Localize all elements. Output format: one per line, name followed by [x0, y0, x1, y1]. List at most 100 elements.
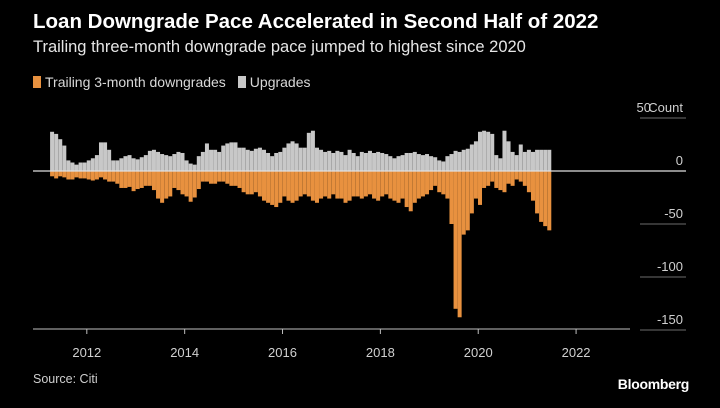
upgrade-bar — [453, 150, 458, 171]
upgrade-bar — [127, 155, 132, 171]
upgrade-bar — [111, 160, 116, 171]
downgrade-bar — [502, 171, 507, 193]
downgrade-bar — [237, 171, 242, 188]
upgrade-bar — [196, 156, 201, 171]
x-tick-label: 2014 — [170, 345, 199, 360]
downgrade-bar — [294, 171, 299, 201]
downgrade-bar — [372, 171, 377, 199]
upgrade-bar — [530, 151, 535, 171]
upgrade-bar — [396, 156, 401, 171]
downgrade-bar — [156, 171, 161, 199]
upgrade-bar — [213, 149, 218, 171]
downgrade-bar — [314, 171, 319, 203]
downgrade-bar — [262, 171, 267, 201]
upgrade-bar — [90, 158, 95, 171]
downgrade-bar — [543, 171, 548, 227]
downgrade-bar — [123, 171, 128, 188]
upgrade-bar — [225, 143, 230, 171]
downgrade-bar — [473, 171, 478, 199]
downgrade-bar — [151, 171, 156, 191]
upgrade-bar — [123, 156, 128, 171]
downgrade-bar — [367, 171, 372, 195]
downgrade-bar — [229, 171, 234, 186]
downgrade-bar — [335, 171, 340, 199]
upgrade-bar — [274, 152, 279, 171]
downgrade-bar — [535, 171, 540, 214]
upgrade-bar — [535, 149, 540, 171]
downgrade-bar — [494, 171, 499, 188]
upgrade-bar — [514, 155, 519, 171]
downgrade-bar — [400, 171, 405, 199]
downgrade-bar — [119, 171, 124, 188]
downgrade-bar — [392, 171, 397, 201]
x-tick-label: 2022 — [562, 345, 591, 360]
upgrade-bar — [245, 149, 250, 171]
downgrade-bar — [172, 171, 177, 188]
y-tick-label: -100 — [657, 259, 683, 274]
upgrade-bar — [103, 142, 108, 171]
downgrade-bar — [160, 171, 165, 203]
downgrade-bar — [343, 171, 348, 203]
upgrade-bar — [74, 164, 79, 171]
x-tick-label: 2018 — [366, 345, 395, 360]
downgrade-bar — [221, 171, 226, 182]
upgrade-bar — [314, 147, 319, 171]
downgrade-bar — [98, 171, 103, 178]
downgrade-bar — [58, 171, 63, 177]
upgrade-bar — [331, 152, 336, 171]
bloomberg-logo: Bloomberg — [617, 376, 690, 392]
legend-item-downgrades: Trailing 3-month downgrades — [33, 74, 226, 90]
legend-label-downgrades: Trailing 3-month downgrades — [45, 74, 226, 90]
upgrade-bar — [192, 164, 197, 171]
upgrade-bar — [204, 143, 209, 171]
downgrade-bar — [245, 171, 250, 195]
upgrade-bar — [147, 150, 152, 171]
downgrade-bar — [482, 171, 487, 188]
upgrade-bar — [486, 131, 491, 171]
downgrade-bar — [359, 171, 364, 199]
downgrade-bar — [90, 171, 95, 181]
downgrade-bar — [135, 171, 140, 190]
downgrade-bar — [522, 171, 527, 186]
downgrade-bar — [384, 171, 389, 195]
upgrade-bar — [351, 152, 356, 171]
downgrade-bar — [437, 171, 442, 193]
upgrade-bar — [547, 149, 552, 171]
downgrade-bar — [327, 171, 332, 199]
upgrade-bar — [139, 157, 144, 171]
upgrade-bar — [478, 131, 483, 171]
upgrade-bar — [115, 160, 120, 171]
downgrade-bar — [453, 171, 458, 309]
downgrade-bar — [408, 171, 413, 212]
downgrade-bar — [115, 171, 120, 184]
upgrade-bar — [327, 150, 332, 171]
upgrade-bar — [335, 150, 340, 171]
downgrade-bar — [249, 171, 254, 195]
downgrade-bar — [306, 171, 311, 197]
upgrade-bar — [94, 155, 99, 171]
downgrade-bar — [412, 171, 417, 203]
downgrade-bar — [54, 171, 59, 179]
downgrade-bar — [196, 171, 201, 190]
downgrade-bar — [547, 171, 552, 231]
downgrade-bar — [270, 171, 275, 205]
upgrade-bar — [359, 151, 364, 171]
upgrade-bar — [266, 152, 271, 171]
upgrade-bar — [286, 143, 291, 171]
upgrade-bar — [54, 133, 59, 171]
downgrade-bar — [50, 171, 55, 177]
downgrade-bar — [355, 171, 360, 197]
upgrade-bar — [302, 147, 307, 171]
downgrade-bar — [339, 171, 344, 199]
x-tick-label: 2016 — [268, 345, 297, 360]
upgrade-bar — [372, 152, 377, 171]
downgrade-bar — [253, 171, 258, 193]
downgrade-bar — [323, 171, 328, 197]
upgrade-bar — [143, 155, 148, 171]
upgrade-bar — [180, 152, 185, 171]
downgrade-bar — [241, 171, 246, 193]
downgrade-bar — [445, 171, 450, 199]
y-tick-label: -150 — [657, 312, 683, 327]
upgrade-bar — [437, 160, 442, 171]
upgrade-bar — [257, 147, 262, 171]
